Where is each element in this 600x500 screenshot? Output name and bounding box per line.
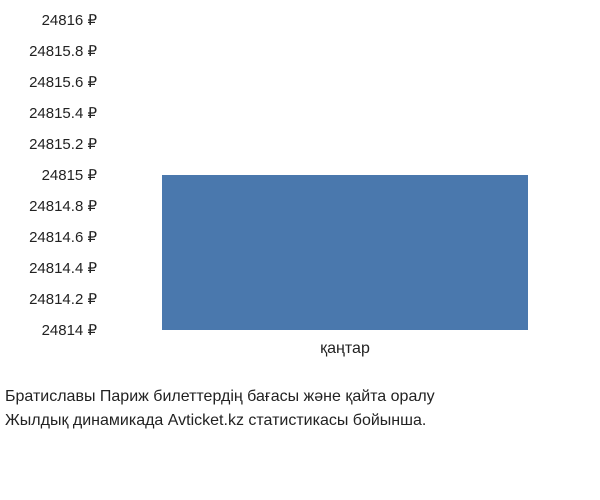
y-tick-label: 24815.8 ₽ xyxy=(2,42,97,60)
y-tick-label: 24814.4 ₽ xyxy=(2,259,97,277)
y-tick-label: 24814 ₽ xyxy=(2,321,97,339)
caption-line-1: Братиславы Париж билеттердің бағасы және… xyxy=(5,385,600,409)
chart-caption: Братиславы Париж билеттердің бағасы және… xyxy=(0,385,600,433)
caption-line-2: Жылдық динамикада Avticket.kz статистика… xyxy=(5,409,600,433)
y-tick-label: 24814.8 ₽ xyxy=(2,197,97,215)
y-tick-label: 24815 ₽ xyxy=(2,166,97,184)
x-tick-label: қаңтар xyxy=(320,340,370,358)
y-axis: 24816 ₽24815.8 ₽24815.6 ₽24815.4 ₽24815.… xyxy=(0,20,105,330)
plot-area xyxy=(110,20,580,330)
y-tick-label: 24814.6 ₽ xyxy=(2,228,97,246)
y-tick-label: 24815.4 ₽ xyxy=(2,104,97,122)
x-axis: қаңтар xyxy=(110,335,580,365)
y-tick-label: 24814.2 ₽ xyxy=(2,290,97,308)
price-chart: 24816 ₽ 24815.8 ₽ 24815.6 ₽ 24815.4 ₽ 24815.… xyxy=(0,0,600,500)
y-tick-label: 24815.2 ₽ xyxy=(2,135,97,153)
bar xyxy=(162,175,529,330)
y-tick-label: 24815.6 ₽ xyxy=(2,73,97,91)
y-tick-label: 24816 ₽ xyxy=(2,11,97,29)
